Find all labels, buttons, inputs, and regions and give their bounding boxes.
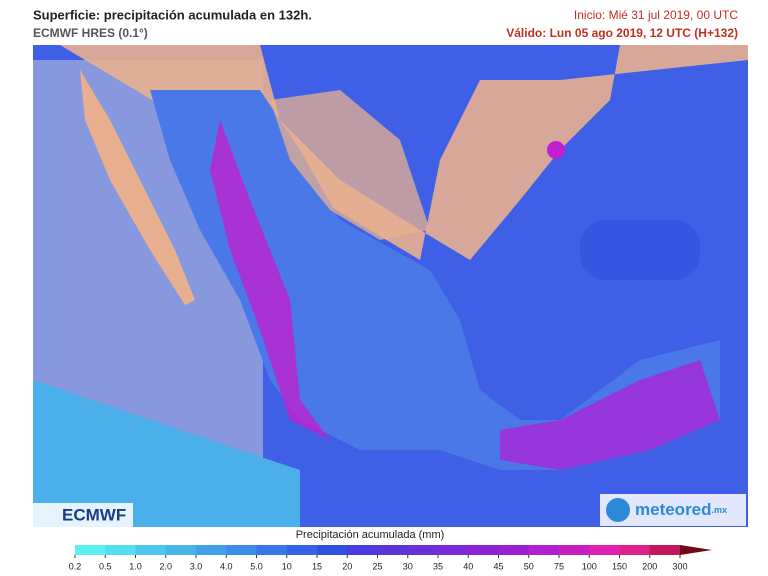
- colorbar-label: 75: [554, 561, 564, 571]
- colorbar-segment: [498, 545, 530, 555]
- colorbar-segment: [559, 545, 590, 555]
- logo-suffix: .mx: [712, 505, 728, 515]
- colorbar-segment: [619, 545, 651, 555]
- colorbar-label: 0.2: [69, 561, 82, 571]
- colorbar-segment: [528, 545, 560, 555]
- colorbar-label: 0.5: [99, 561, 112, 571]
- colorbar-label: 5.0: [250, 561, 263, 571]
- colorbar-label: 2.0: [159, 561, 172, 571]
- colorbar-label: 15: [312, 561, 322, 571]
- model: ECMWF HRES (0.1°): [33, 26, 148, 40]
- meteored-logo: meteored.mx: [635, 500, 727, 519]
- colorbar-segment: [196, 545, 227, 555]
- colorbar-segment: [438, 545, 469, 555]
- colorbar-segment: [377, 545, 409, 555]
- colorbar-segment: [589, 545, 620, 555]
- logo-box: [33, 503, 133, 527]
- colorbar-label: 300: [672, 561, 687, 571]
- init-time: Inicio: Mié 31 jul 2019, 00 UTC: [574, 8, 738, 22]
- colorbar-label: 35: [433, 561, 443, 571]
- colorbar-segment: [317, 545, 348, 555]
- ecmwf-logo: ECMWF: [62, 505, 126, 524]
- colorbar-label: 25: [372, 561, 382, 571]
- colorbar-label: 50: [524, 561, 534, 571]
- colorbar-segment: [165, 545, 197, 555]
- colorbar-title: Precipitación acumulada (mm): [296, 529, 445, 541]
- colorbar-segment: [105, 545, 136, 555]
- colorbar-arrow: [680, 545, 712, 555]
- colorbar-segment: [649, 545, 681, 555]
- heavy-rain-south: [500, 360, 720, 470]
- logo-icon: [606, 498, 630, 522]
- colorbar-segment: [226, 545, 257, 555]
- colorbar-label: 1.0: [129, 561, 142, 571]
- rain-spot: [547, 141, 565, 159]
- colorbar-label: 30: [403, 561, 413, 571]
- colorbar-segment: [286, 545, 318, 555]
- colorbar-segment: [135, 545, 167, 555]
- rain-gulf: [580, 220, 700, 280]
- colorbar-label: 20: [342, 561, 352, 571]
- pacific-light: [33, 380, 300, 527]
- map: [33, 45, 748, 527]
- colorbar-segment: [407, 545, 439, 555]
- colorbar: 0.2 0.5 1.0 2.0 3.0 4.0 5.0 10 15 20 25 30 35 40 45 50 7…: [69, 545, 712, 571]
- logo-text: meteored: [635, 500, 712, 519]
- colorbar-label: 45: [493, 561, 503, 571]
- valid-time: Válido: Lun 05 ago 2019, 12 UTC (H+132): [506, 26, 738, 40]
- dry-north: [270, 90, 430, 240]
- colorbar-segment: [468, 545, 499, 555]
- colorbar-label: 40: [463, 561, 473, 571]
- baja-california: [80, 70, 195, 305]
- colorbar-segment: [75, 545, 106, 555]
- colorbar-label: 10: [282, 561, 292, 571]
- colorbar-segment: [347, 545, 378, 555]
- colorbar-label: 100: [582, 561, 597, 571]
- colorbar-label: 3.0: [190, 561, 203, 571]
- title: Superficie: precipitación acumulada en 1…: [33, 7, 312, 22]
- colorbar-label: 150: [612, 561, 627, 571]
- heavy-rain-west: [210, 120, 330, 440]
- colorbar-segment: [256, 545, 288, 555]
- colorbar-label: 200: [642, 561, 657, 571]
- colorbar-label: 4.0: [220, 561, 233, 571]
